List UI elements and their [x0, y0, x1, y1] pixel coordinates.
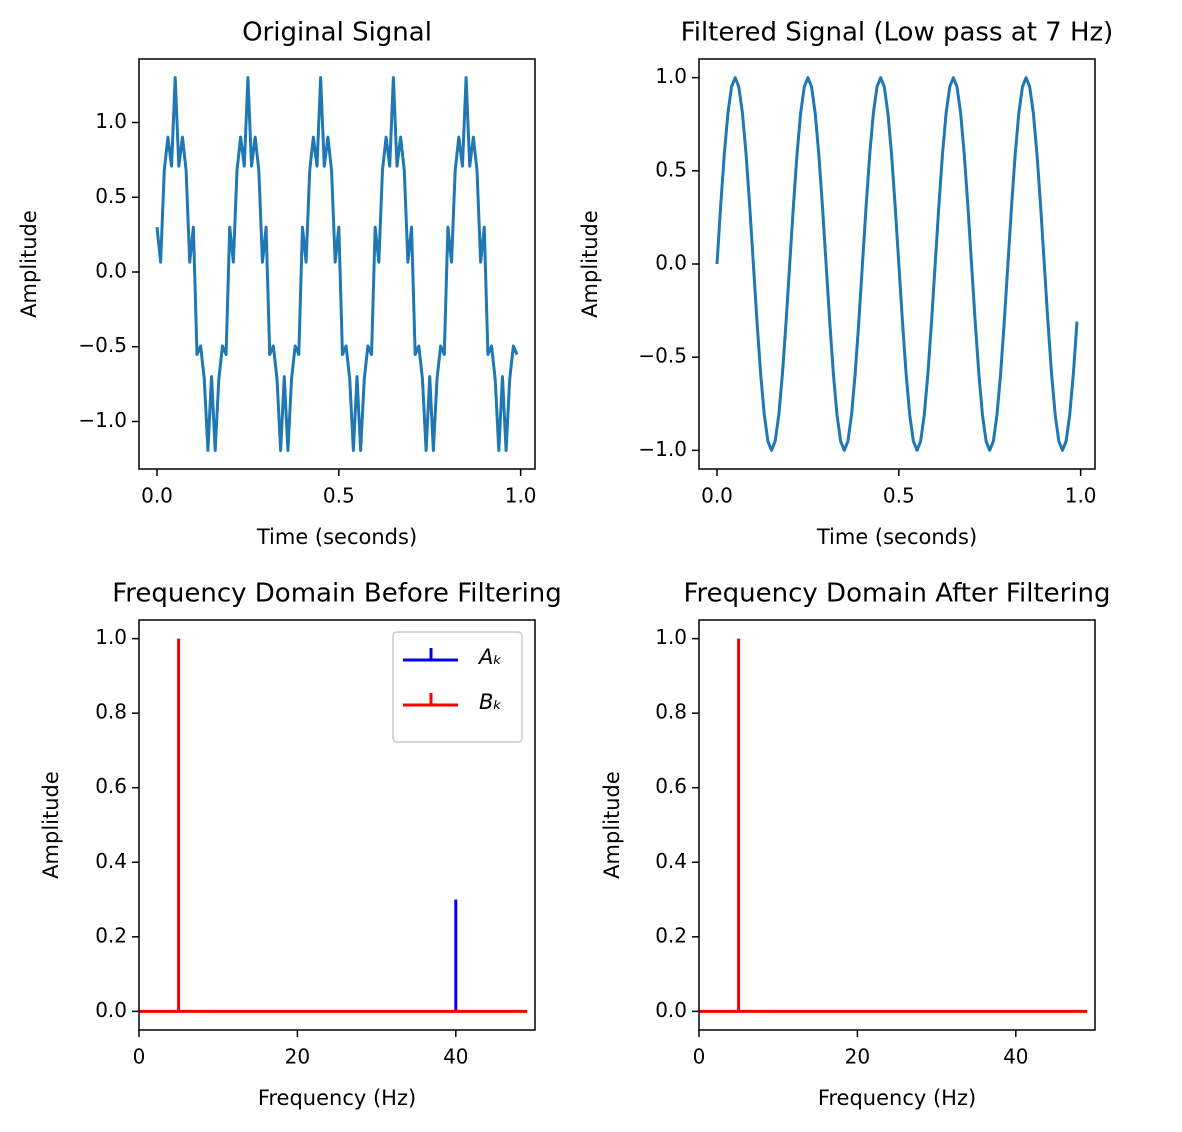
subplot: Frequency Domain After Filtering Frequenc…	[600, 579, 1111, 1111]
x-axis-label: Frequency (Hz)	[818, 1086, 976, 1110]
x-axis-label: Frequency (Hz)	[258, 1086, 416, 1110]
x-tick-label: 0.0	[701, 484, 733, 508]
x-tick-label: 0.0	[141, 484, 173, 508]
axes-frame	[698, 619, 1096, 1031]
y-axis-label: Amplitude	[578, 210, 602, 318]
x-tick-label: 0	[693, 1045, 706, 1069]
x-tick-label: 0	[133, 1045, 146, 1069]
y-tick-label: 1.0	[655, 64, 687, 88]
y-tick-label: −0.5	[78, 333, 127, 357]
y-tick-label: 0.0	[655, 251, 687, 275]
y-tick-label: 1.0	[655, 625, 687, 649]
axes-frame	[138, 58, 536, 470]
y-tick-label: 0.5	[655, 157, 687, 181]
y-tick-label: 0.4	[95, 849, 127, 873]
y-tick-label: −0.5	[638, 344, 687, 368]
y-tick-label: 0.0	[95, 998, 127, 1022]
axes-frame	[138, 619, 536, 1031]
y-tick-label: 1.0	[95, 625, 127, 649]
y-tick-label: 0.2	[95, 923, 127, 947]
y-tick-label: 0.6	[95, 774, 127, 798]
y-tick-label: 0.0	[95, 258, 127, 282]
x-tick-label: 0.5	[883, 484, 915, 508]
chart-title: Frequency Domain Before Filtering	[112, 579, 562, 609]
chart-title: Original Signal	[242, 18, 432, 48]
y-axis-label: Amplitude	[39, 771, 63, 879]
x-tick-label: 20	[845, 1045, 870, 1069]
x-tick-label: 1.0	[505, 484, 537, 508]
y-tick-label: 0.0	[655, 998, 687, 1022]
x-tick-label: 20	[285, 1045, 310, 1069]
y-tick-label: 1.0	[95, 109, 127, 133]
x-axis-label: Time (seconds)	[256, 525, 417, 549]
legend-box	[392, 631, 523, 743]
y-tick-label: −1.0	[78, 408, 127, 432]
y-tick-label: 0.8	[655, 700, 687, 724]
chart-title: Filtered Signal (Low pass at 7 Hz)	[681, 18, 1114, 48]
y-tick-label: 0.5	[95, 184, 127, 208]
subplot: Filtered Signal (Low pass at 7 Hz) Time (…	[578, 18, 1113, 550]
signal-line	[715, 76, 1079, 452]
y-tick-label: −1.0	[638, 437, 687, 461]
x-tick-label: 40	[1003, 1045, 1028, 1069]
y-tick-label: 0.4	[655, 849, 687, 873]
x-tick-label: 0.5	[323, 484, 355, 508]
y-axis-label: Amplitude	[600, 771, 624, 879]
y-tick-label: 0.8	[95, 700, 127, 724]
legend-label: Bₖ	[479, 690, 502, 714]
subplot: Original Signal Time (seconds) Amplitude 0.…	[17, 18, 537, 550]
x-axis-label: Time (seconds)	[816, 525, 977, 549]
subplot: Frequency Domain Before Filtering Frequen…	[39, 579, 562, 1111]
y-axis-label: Amplitude	[17, 210, 41, 318]
y-tick-label: 0.6	[655, 774, 687, 798]
chart-title: Frequency Domain After Filtering	[683, 579, 1110, 609]
y-tick-label: 0.2	[655, 923, 687, 947]
axes-frame	[698, 58, 1096, 470]
signal-line	[155, 76, 519, 452]
x-tick-label: 40	[443, 1045, 468, 1069]
x-tick-label: 1.0	[1065, 484, 1097, 508]
legend-label: Aₖ	[477, 645, 502, 669]
